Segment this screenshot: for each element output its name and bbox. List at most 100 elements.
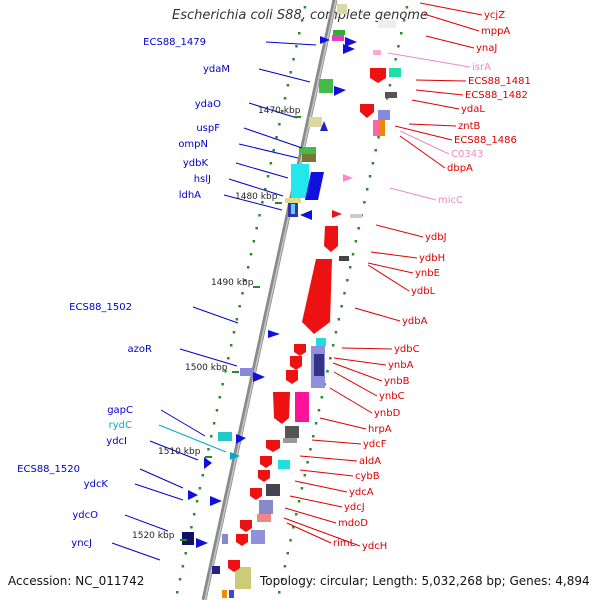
gene-label[interactable]: uspF [196, 123, 220, 134]
gene-box [337, 4, 347, 14]
right-leader-line [408, 123, 457, 127]
gene-label[interactable]: ydaM [203, 64, 230, 75]
tick-dot [266, 175, 270, 178]
gene-label[interactable]: ydaO [195, 99, 221, 110]
left-leader-line [243, 127, 303, 149]
gene-label[interactable]: ynbD [374, 408, 401, 419]
right-leader-line [370, 251, 418, 259]
gene-label[interactable]: ydbJ [425, 232, 447, 243]
gene-arrow [268, 330, 280, 338]
gene-box [339, 256, 349, 261]
gene-label[interactable]: ECS88_1502 [69, 302, 132, 313]
gene-label[interactable]: ydcI [106, 436, 127, 447]
gene-label[interactable]: ompN [178, 139, 208, 150]
gene-label[interactable]: azoR [128, 344, 152, 355]
kbp-labels: 1470 kbp 1480 kbp 1490 kbp 1500 kbp 1510 kbp… [132, 106, 301, 541]
gene-label[interactable]: ECS88_1479 [143, 37, 206, 48]
gene-label[interactable]: rimL [333, 538, 356, 549]
tick-marks [175, 6, 409, 594]
gene-label[interactable]: ydcA [349, 487, 374, 498]
gene-box [212, 566, 220, 574]
gene-label[interactable]: ynaJ [476, 43, 497, 54]
gene-label[interactable]: mdoD [338, 518, 368, 529]
gene-label[interactable]: hslJ [194, 174, 211, 185]
gene-label[interactable]: zntB [458, 121, 481, 132]
gene-box [309, 117, 322, 127]
tick-dot [232, 331, 236, 334]
gene-box [333, 30, 345, 35]
gene-label[interactable]: ycjZ [484, 10, 505, 21]
gene-box [389, 68, 401, 77]
gene-label[interactable]: hrpA [368, 424, 392, 435]
kbp-label: 1510 kbp [158, 447, 201, 457]
tick-dot [371, 162, 375, 165]
gene-label[interactable]: ydaL [461, 104, 485, 115]
gene-box [229, 590, 234, 598]
gene-label[interactable]: ECS88_1481 [468, 76, 531, 87]
gene-label[interactable]: ynbE [415, 268, 440, 279]
left-leader-line [192, 306, 239, 324]
gene-box [182, 532, 194, 545]
right-leader-line [294, 480, 348, 493]
gene-label[interactable]: dbpA [447, 163, 473, 174]
left-leader-line [248, 102, 298, 119]
gene-label[interactable]: ydbC [394, 344, 420, 355]
gene-label[interactable]: gapC [107, 405, 133, 416]
tick-dot [218, 396, 222, 399]
gene-arrow [360, 104, 374, 118]
gene-box [283, 438, 297, 443]
gene-label[interactable]: ydcH [362, 541, 387, 552]
gene-box [222, 534, 228, 544]
gene-label[interactable]: aldA [359, 456, 381, 467]
gene-label[interactable]: ydcO [72, 510, 98, 521]
left-leader-line [179, 348, 238, 367]
gene-label[interactable]: ynbB [384, 376, 410, 387]
gene-label[interactable]: ydbK [183, 158, 209, 169]
right-gene-labels: ycjZ mppA ynaJ isrA ECS88_1481 ECS88_1482 ydaL… [333, 10, 531, 552]
gene-label[interactable]: ECS88_1520 [17, 464, 80, 475]
gene-label[interactable]: ydcJ [344, 502, 365, 513]
left-gene-labels: ECS88_1479 ydaM ydaO uspF ompN ydbK hslJ ldhA EC… [17, 37, 230, 549]
kbp-label: 1470 kbp [258, 106, 301, 116]
tick-dot [354, 240, 358, 243]
gene-label[interactable]: ynbC [379, 391, 405, 402]
gene-label[interactable]: ydcK [84, 479, 109, 490]
gene-label[interactable]: ydcF [363, 439, 387, 450]
gene-arrow [210, 496, 222, 506]
right-leader-line [399, 130, 450, 155]
gene-arrow [370, 68, 386, 83]
gene-label[interactable]: ldhA [179, 190, 201, 201]
tick-dot [263, 188, 267, 191]
gene-label[interactable]: ydbA [402, 316, 428, 327]
tick-dot [388, 84, 392, 87]
right-leader-line [411, 99, 460, 110]
gene-label[interactable]: isrA [472, 62, 491, 73]
gene-label[interactable]: ydbH [419, 253, 445, 264]
gene-box [314, 354, 324, 376]
tick-dot [292, 526, 295, 529]
gene-label[interactable]: C0343 [451, 149, 483, 160]
tick-dot [402, 19, 406, 22]
gene-box [291, 204, 295, 214]
gene-arrow-right [343, 44, 355, 54]
tick-dot [320, 396, 324, 399]
gene-label[interactable]: ECS88_1482 [465, 90, 528, 101]
gene-label[interactable]: ydbL [411, 286, 436, 297]
gene-label[interactable]: rydC [109, 420, 132, 431]
tick-dot [201, 474, 205, 477]
right-leader-line [283, 517, 361, 547]
gene-label[interactable]: ECS88_1486 [454, 135, 517, 146]
tick-dot [309, 448, 312, 451]
gene-label[interactable]: mppA [481, 26, 510, 37]
gene-label[interactable]: ynbA [388, 360, 414, 371]
gene-box [240, 368, 253, 376]
tick-dot [235, 318, 239, 321]
tick-dot [295, 45, 298, 48]
tick-dot [346, 279, 349, 282]
gene-label[interactable]: cybB [355, 471, 380, 482]
left-leader-line [160, 409, 206, 437]
gene-label[interactable]: micC [438, 195, 463, 206]
gene-box [332, 35, 344, 41]
tick-dot [303, 474, 307, 477]
gene-label[interactable]: yncJ [71, 538, 92, 549]
